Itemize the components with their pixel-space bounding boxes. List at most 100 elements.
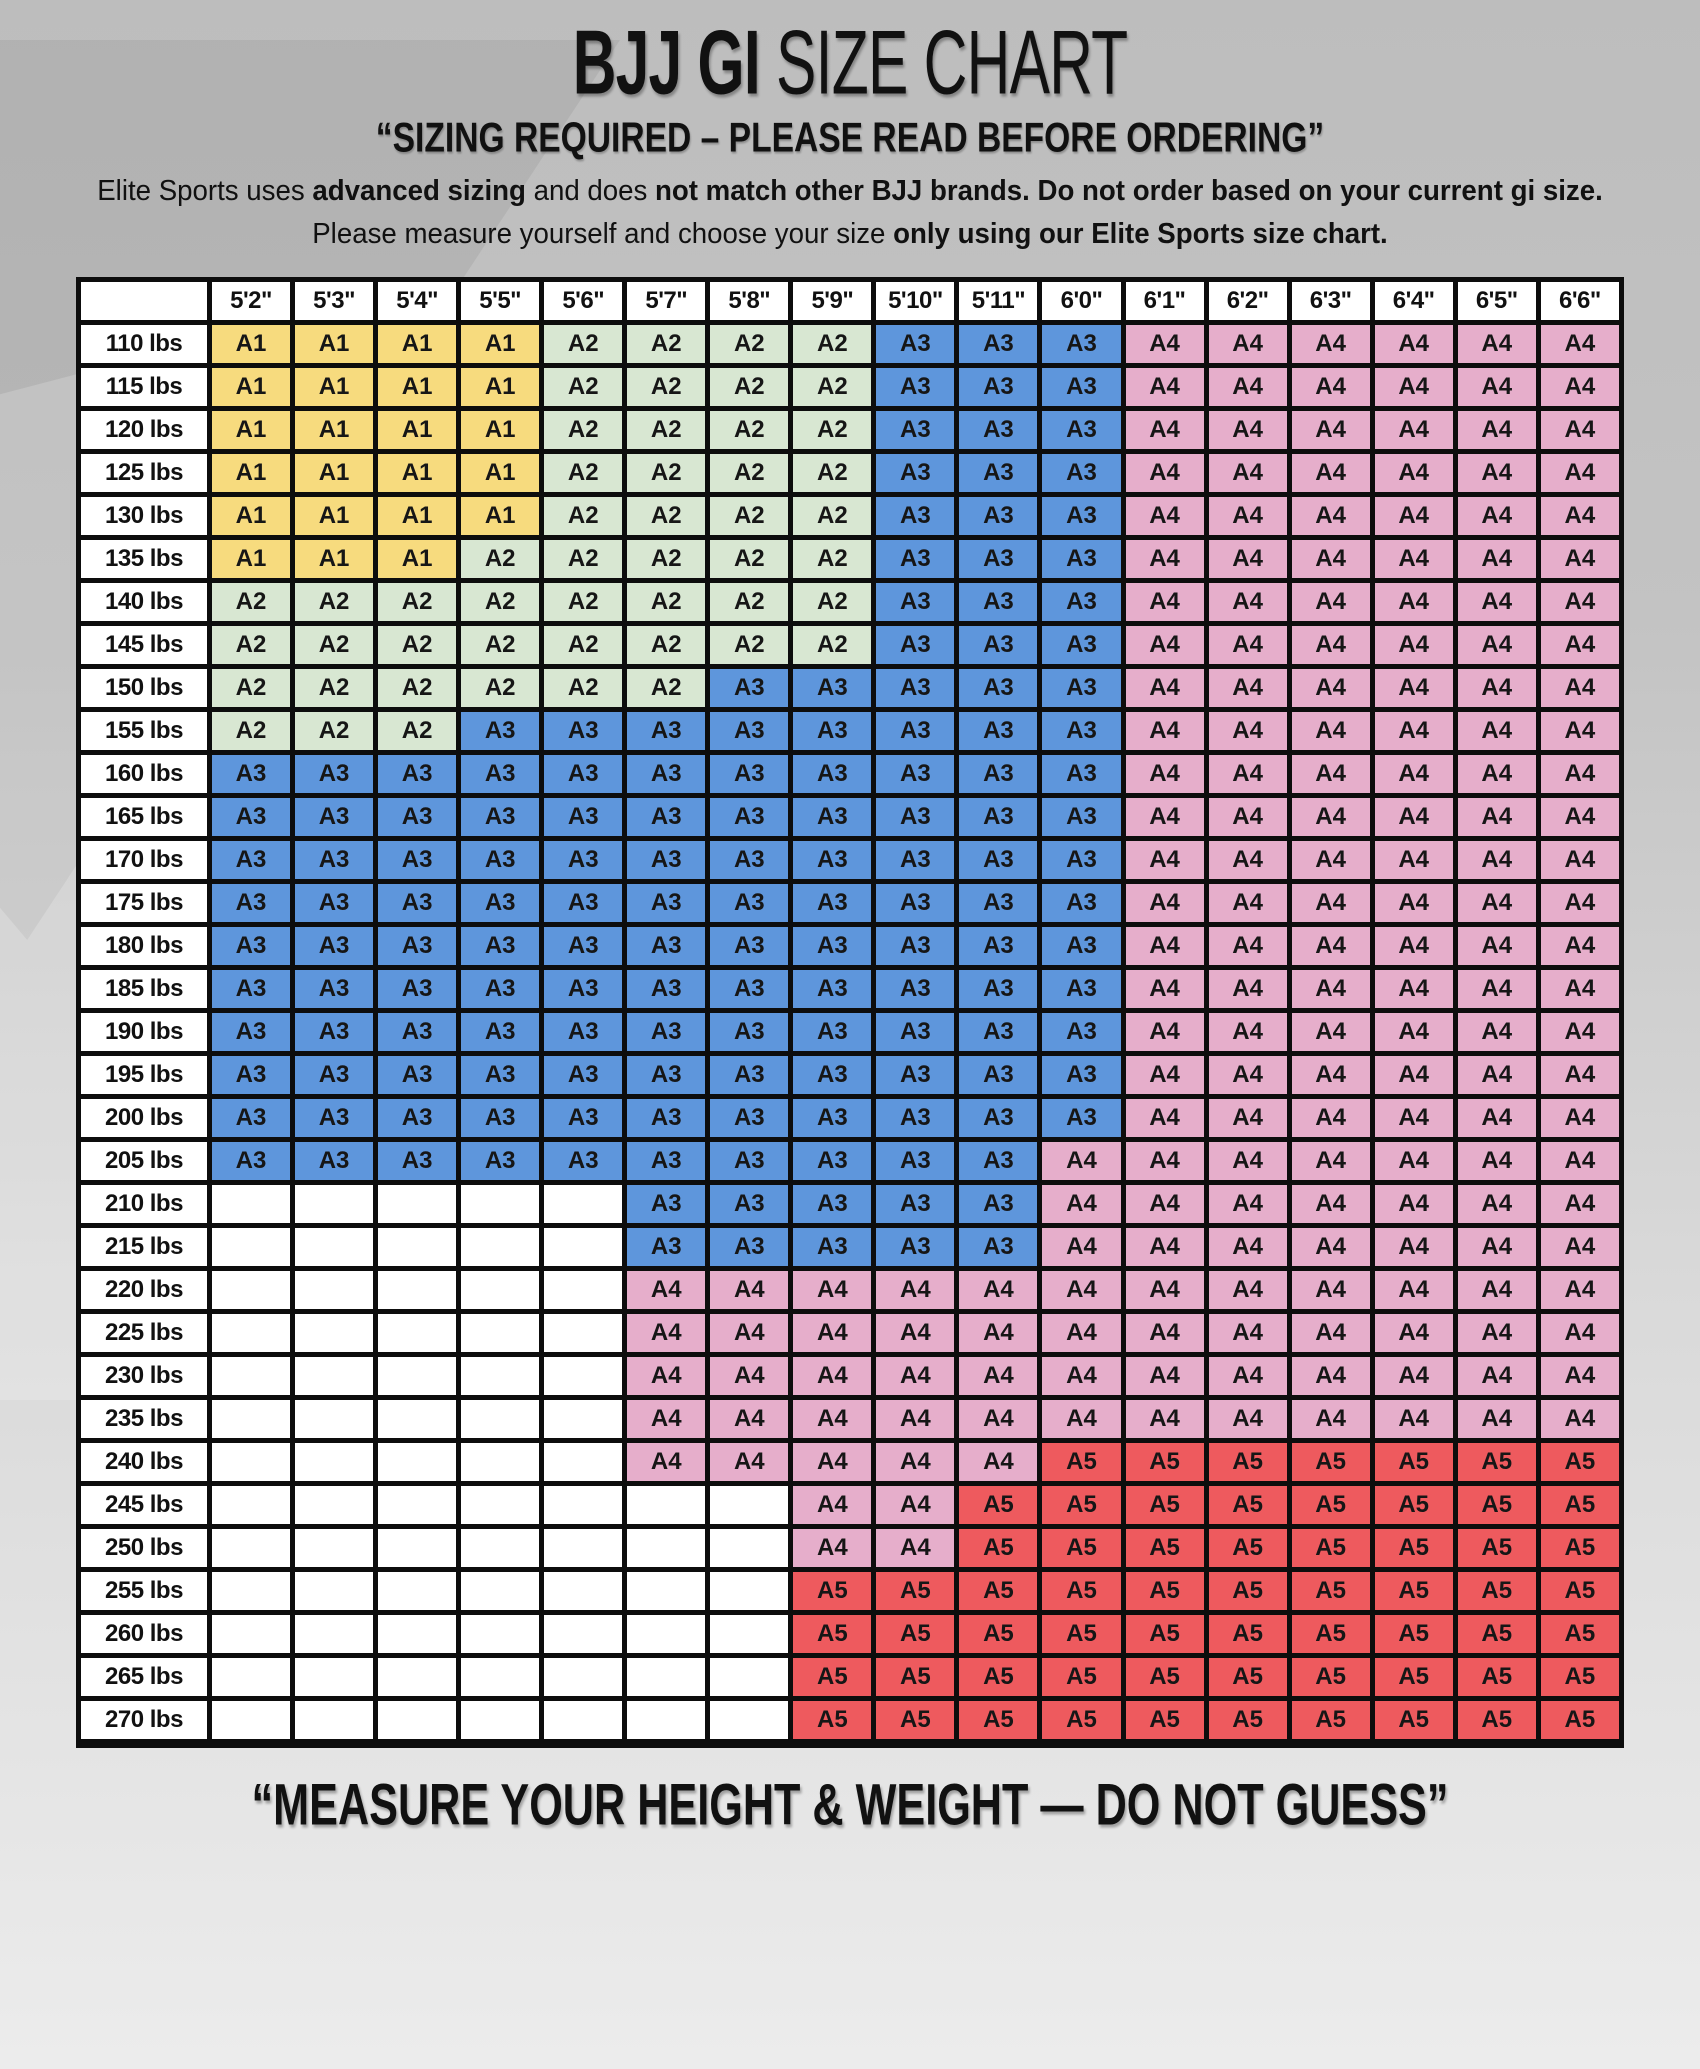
size-cell: A3 bbox=[539, 1137, 628, 1185]
size-cell: A5 bbox=[1452, 1696, 1541, 1746]
table-row: 205 lbs A3 A3 A3 A3 A3 A3 A3 A3 A3 A3 A4 A4 A4 A4 A4 A4 A… bbox=[76, 1137, 1625, 1185]
size-cell: A3 bbox=[1037, 1051, 1126, 1099]
size-cell: A4 bbox=[871, 1438, 960, 1486]
size-cell: A4 bbox=[1120, 793, 1209, 841]
size-cell: A3 bbox=[871, 492, 960, 540]
size-cell: A2 bbox=[456, 621, 545, 669]
size-cell: A4 bbox=[1120, 406, 1209, 454]
size-cell: A3 bbox=[871, 1180, 960, 1228]
size-cell: A3 bbox=[206, 1008, 296, 1056]
size-cell: A4 bbox=[622, 1395, 711, 1443]
size-cell: A5 bbox=[1203, 1524, 1292, 1572]
empty-size-cell bbox=[373, 1438, 462, 1486]
size-cell: A5 bbox=[1452, 1438, 1541, 1486]
empty-size-cell bbox=[456, 1481, 545, 1529]
size-cell: A3 bbox=[871, 750, 960, 798]
height-header-cell: 5'7" bbox=[622, 277, 711, 325]
size-cell: A3 bbox=[539, 707, 628, 755]
size-cell: A1 bbox=[290, 492, 379, 540]
empty-size-cell bbox=[206, 1481, 296, 1529]
size-cell: A1 bbox=[290, 320, 379, 368]
table-row: 195 lbs A3 A3 A3 A3 A3 A3 A3 A3 A3 A3 A3 A4 A4 A4 A4 A4 A… bbox=[76, 1051, 1625, 1099]
empty-size-cell bbox=[290, 1223, 379, 1271]
size-cell: A4 bbox=[1120, 707, 1209, 755]
size-cell: A1 bbox=[456, 406, 545, 454]
empty-size-cell bbox=[622, 1696, 711, 1746]
size-cell: A5 bbox=[1369, 1567, 1458, 1615]
size-cell: A4 bbox=[1452, 1309, 1541, 1357]
weight-label-cell: 125 lbs bbox=[76, 449, 212, 497]
size-cell: A3 bbox=[788, 1180, 877, 1228]
size-cell: A5 bbox=[1037, 1438, 1126, 1486]
table-row: 185 lbs A3 A3 A3 A3 A3 A3 A3 A3 A3 A3 A3 A4 A4 A4 A4 A4 A… bbox=[76, 965, 1625, 1013]
size-cell: A2 bbox=[705, 578, 794, 626]
empty-size-cell bbox=[206, 1653, 296, 1701]
size-cell: A3 bbox=[705, 1094, 794, 1142]
empty-size-cell bbox=[622, 1524, 711, 1572]
size-cell: A3 bbox=[539, 793, 628, 841]
weight-label-cell: 180 lbs bbox=[76, 922, 212, 970]
weight-label-cell: 235 lbs bbox=[76, 1395, 212, 1443]
empty-size-cell bbox=[206, 1524, 296, 1572]
size-cell: A4 bbox=[1535, 1266, 1625, 1314]
size-cell: A3 bbox=[622, 1180, 711, 1228]
size-cell: A3 bbox=[954, 1137, 1043, 1185]
size-cell: A4 bbox=[1203, 1223, 1292, 1271]
size-cell: A3 bbox=[1037, 320, 1126, 368]
size-cell: A2 bbox=[539, 492, 628, 540]
empty-size-cell bbox=[373, 1567, 462, 1615]
size-cell: A4 bbox=[954, 1395, 1043, 1443]
size-cell: A3 bbox=[290, 1137, 379, 1185]
empty-size-cell bbox=[290, 1352, 379, 1400]
size-cell: A5 bbox=[1120, 1524, 1209, 1572]
size-cell: A4 bbox=[1452, 664, 1541, 712]
size-cell: A3 bbox=[206, 965, 296, 1013]
size-cell: A2 bbox=[539, 578, 628, 626]
page-title-bold: BJJ GI bbox=[572, 11, 761, 113]
size-cell: A3 bbox=[705, 1137, 794, 1185]
size-cell: A5 bbox=[1037, 1524, 1126, 1572]
empty-size-cell bbox=[290, 1309, 379, 1357]
size-cell: A3 bbox=[456, 1051, 545, 1099]
size-cell: A4 bbox=[1286, 965, 1375, 1013]
size-cell: A4 bbox=[1203, 1266, 1292, 1314]
size-cell: A3 bbox=[1037, 664, 1126, 712]
size-cell: A4 bbox=[1120, 320, 1209, 368]
size-cell: A3 bbox=[1037, 750, 1126, 798]
size-cell: A3 bbox=[788, 750, 877, 798]
size-cell: A4 bbox=[1203, 1352, 1292, 1400]
size-cell: A4 bbox=[1120, 1395, 1209, 1443]
empty-size-cell bbox=[705, 1481, 794, 1529]
size-cell: A4 bbox=[705, 1438, 794, 1486]
size-cell: A4 bbox=[1535, 879, 1625, 927]
table-row: 115 lbs A1 A1 A1 A1 A2 A2 A2 A2 A3 A3 A3 A4 A4 A4 A4 A4 A… bbox=[76, 363, 1625, 411]
size-cell: A3 bbox=[456, 1008, 545, 1056]
size-cell: A3 bbox=[622, 922, 711, 970]
size-cell: A5 bbox=[871, 1610, 960, 1658]
size-cell: A2 bbox=[788, 535, 877, 583]
size-cell: A4 bbox=[1120, 664, 1209, 712]
table-row: 230 lbs A4 A4 A4 A4 A4 A4 A4 A4 A4 A4 A4 A4 bbox=[76, 1352, 1625, 1400]
size-cell: A4 bbox=[1452, 793, 1541, 841]
empty-size-cell bbox=[622, 1567, 711, 1615]
size-cell: A4 bbox=[1535, 793, 1625, 841]
size-cell: A4 bbox=[1369, 922, 1458, 970]
size-cell: A3 bbox=[954, 1180, 1043, 1228]
size-cell: A4 bbox=[1203, 836, 1292, 884]
size-cell: A4 bbox=[1535, 492, 1625, 540]
size-cell: A4 bbox=[1369, 363, 1458, 411]
size-cell: A5 bbox=[1203, 1610, 1292, 1658]
size-cell: A4 bbox=[622, 1352, 711, 1400]
table-row: 160 lbs A3 A3 A3 A3 A3 A3 A3 A3 A3 A3 A3 A4 A4 A4 A4 A4 A… bbox=[76, 750, 1625, 798]
table-row: 140 lbs A2 A2 A2 A2 A2 A2 A2 A2 A3 A3 A3 A4 A4 A4 A4 A4 A… bbox=[76, 578, 1625, 626]
size-cell: A2 bbox=[788, 578, 877, 626]
size-cell: A4 bbox=[1452, 492, 1541, 540]
size-cell: A4 bbox=[1452, 406, 1541, 454]
empty-size-cell bbox=[705, 1610, 794, 1658]
size-cell: A3 bbox=[1037, 1094, 1126, 1142]
size-cell: A3 bbox=[705, 1180, 794, 1228]
weight-label-cell: 150 lbs bbox=[76, 664, 212, 712]
size-cell: A5 bbox=[1535, 1438, 1625, 1486]
size-cell: A3 bbox=[290, 750, 379, 798]
size-cell: A3 bbox=[705, 965, 794, 1013]
